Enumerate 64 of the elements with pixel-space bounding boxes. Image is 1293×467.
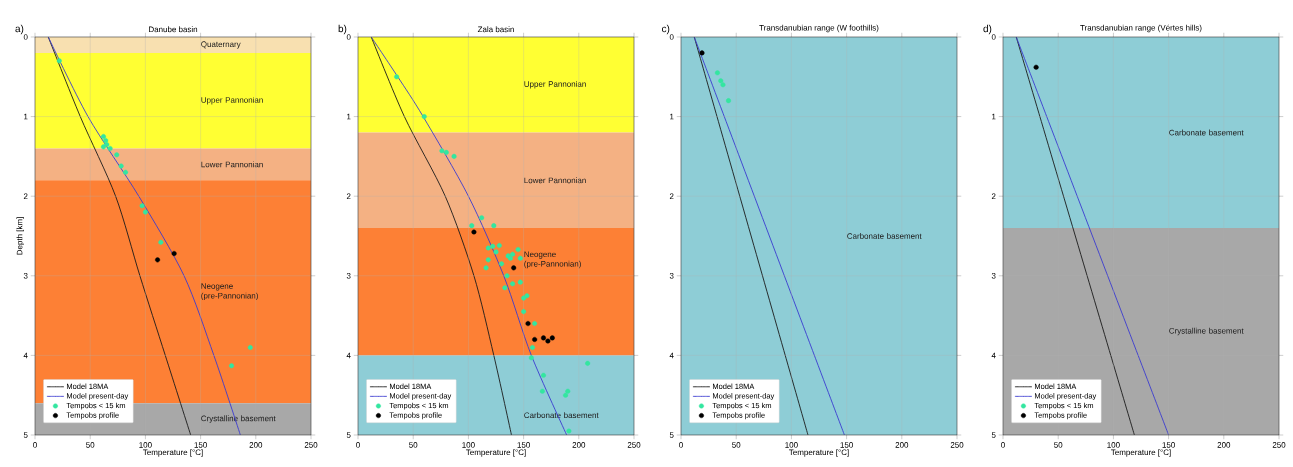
point: [394, 74, 400, 80]
point: [521, 309, 527, 315]
point: [510, 251, 516, 257]
point: [103, 137, 109, 143]
point: [491, 223, 497, 229]
point: [517, 255, 523, 261]
point: [158, 239, 164, 245]
point: [107, 145, 113, 151]
point: [471, 229, 477, 235]
point: [499, 261, 505, 267]
point: [699, 50, 705, 56]
point: [566, 428, 572, 434]
point: [490, 243, 496, 249]
point: [451, 153, 457, 159]
point: [247, 344, 253, 350]
point: [517, 279, 523, 285]
point: [479, 215, 485, 221]
point: [504, 273, 510, 279]
point: [515, 247, 521, 253]
point: [439, 148, 445, 154]
point: [483, 265, 489, 271]
point: [493, 249, 499, 255]
point: [56, 58, 62, 64]
point: [155, 257, 161, 263]
point: [496, 243, 502, 249]
point: [540, 372, 546, 378]
point: [714, 70, 720, 76]
point: [511, 265, 517, 271]
point: [100, 133, 106, 139]
point: [532, 321, 538, 327]
point: [142, 209, 148, 215]
point: [521, 295, 527, 301]
point: [718, 78, 724, 84]
point: [529, 344, 535, 350]
point: [114, 152, 120, 158]
text: a): [15, 24, 24, 35]
point: [104, 141, 110, 147]
point: [525, 321, 531, 327]
point: [123, 169, 129, 175]
point: [139, 203, 145, 209]
point: [549, 335, 555, 341]
text: d): [983, 24, 992, 35]
point: [502, 285, 508, 291]
point: [540, 335, 546, 341]
point: [118, 163, 124, 169]
point: [528, 355, 534, 361]
point: [171, 251, 177, 256]
point: [469, 223, 475, 229]
point: [443, 149, 449, 155]
point: [539, 388, 545, 394]
point: [563, 392, 569, 398]
point: [720, 82, 726, 88]
text: b): [338, 24, 347, 35]
point: [485, 257, 491, 263]
point: [725, 98, 731, 104]
point: [510, 281, 516, 287]
point: [485, 245, 491, 251]
point: [565, 388, 571, 394]
text: c): [662, 24, 670, 35]
point: [229, 363, 235, 369]
point: [585, 360, 591, 366]
point: [532, 336, 538, 342]
point: [545, 338, 551, 344]
point: [421, 114, 427, 120]
